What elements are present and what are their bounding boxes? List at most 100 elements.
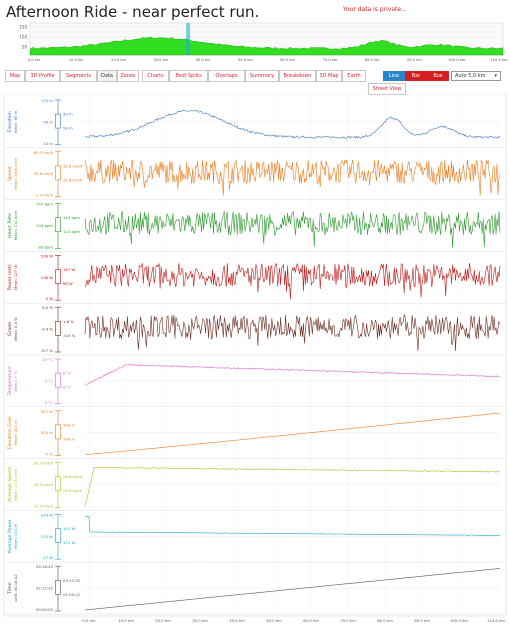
- time-min-value: 00:00:02: [36, 607, 54, 612]
- tab-map[interactable]: Map: [5, 70, 25, 82]
- elevation-min-value: 14 m: [43, 141, 53, 146]
- view-mode-group: Line Bar Box: [383, 71, 449, 81]
- elevation-gain-min-value: 0 m: [46, 452, 54, 457]
- speed-median-value: 28.8 km/h: [34, 171, 54, 176]
- x-axis-tick: 10.0 km: [118, 618, 134, 623]
- elevation-median-value: 56 m: [43, 119, 53, 124]
- x-axis-tick: 100.0 km: [450, 618, 468, 623]
- overview-x-tick: 10.0 km: [69, 58, 84, 62]
- elevation-gain-upper-quartile: 569 m: [63, 422, 75, 427]
- overview-x-tick: 30.0 km: [153, 58, 168, 62]
- heart-rate-quartile-box: [55, 217, 61, 233]
- overview-x-tick: 0.0 km: [28, 58, 41, 62]
- elevation-gain-mean: Mean: 404 m: [13, 420, 18, 445]
- x-axis-tick: 30.0 km: [192, 618, 208, 623]
- speed-lower-quartile: 21.6 km/h: [63, 177, 83, 182]
- heart-rate-mean: Mean: 132 bpm: [13, 210, 18, 240]
- average-power-upper-quartile: 141 W: [63, 526, 75, 531]
- heart-rate-upper-quartile: 142 bpm: [63, 215, 80, 220]
- grade-series-line: [84, 314, 501, 352]
- average-power-lower-quartile: 131 W: [63, 540, 75, 545]
- overview-x-tick: 50.0 km: [238, 58, 253, 62]
- grade-label: Grade: [7, 322, 13, 336]
- temperature-panel[interactable]: Temperature Mean: 7 °C 19 °C 3 °C 7 °C 8 °C 6 …: [4, 357, 506, 408]
- power-series-line: [84, 263, 501, 300]
- overview-selection-marker[interactable]: [186, 23, 191, 55]
- grade-panel[interactable]: Grade Mean: 0.4 % 9.5 % -9.7 % 0.4 % 1.6 % -0.…: [4, 305, 506, 356]
- auto-split-value: Auto 5.0 km: [455, 73, 486, 79]
- box-mode-button[interactable]: Box: [427, 71, 449, 81]
- power-panel[interactable]: Power (est) Mean: 127 W 538 W 0 W 136 W 167 W…: [4, 253, 506, 304]
- heart-rate-median-value: 134 bpm: [36, 223, 53, 228]
- grade-lower-quartile: -0.5 %: [63, 333, 76, 338]
- elevation-gain-panel[interactable]: Elevation Gain Mean: 404 m 817 m 0 m 405 m 56…: [4, 409, 506, 459]
- elevation-gain-label: Elevation Gain: [7, 416, 13, 449]
- data-charts-panel[interactable]: Elevation Mean: 89 m 170 m 14 m 56 m 90 m 54 m…: [0, 94, 509, 640]
- tab-breakdown[interactable]: Breakdown: [279, 70, 316, 82]
- line-mode-button[interactable]: Line: [383, 71, 405, 81]
- bar-mode-button[interactable]: Bar: [405, 71, 427, 81]
- overview-x-tick: 80.0 km: [365, 58, 380, 62]
- tab-summary[interactable]: Summary: [245, 70, 279, 82]
- average-power-quartile-box: [55, 528, 61, 543]
- speed-label: Speed: [7, 166, 13, 180]
- power-label: Power (est): [7, 264, 13, 290]
- elevation-gain-series-line: [84, 412, 501, 455]
- grade-median-value: 0.4 %: [42, 327, 53, 332]
- heart-rate-max-value: 155 bpm: [36, 202, 53, 207]
- average-speed-lower-quartile: 26.6 km/h: [63, 488, 83, 493]
- temperature-min-value: 3 °C: [45, 400, 54, 405]
- x-axis-tick: 20.0 km: [155, 618, 171, 623]
- average-power-panel[interactable]: Average Power Mean: 133 W 244 W 17 W 133 W 14…: [4, 512, 506, 563]
- temperature-quartile-box: [55, 372, 61, 388]
- time-label: Time: [7, 582, 13, 594]
- time-median-value: 02:12:32: [36, 586, 54, 591]
- overview-x-tick: 20.0 km: [111, 58, 126, 62]
- elevation-quartile-box: [55, 113, 61, 129]
- elevation-panel[interactable]: Elevation Mean: 89 m 170 m 14 m 56 m 90 m 54 m: [4, 98, 506, 149]
- average-speed-series-line: [84, 466, 501, 507]
- tab-data[interactable]: Data: [97, 70, 117, 82]
- tab-segments[interactable]: Segments: [60, 70, 97, 82]
- elevation-overview-chart[interactable]: 150 100 50 0.0 km 10.0 km 20.0 km 30.0 km 40.0 …: [0, 20, 509, 70]
- average-power-series-line: [85, 516, 501, 536]
- time-panel[interactable]: Time split: 04:16:42 04:16:42 00:00:02 02:12…: [4, 564, 506, 615]
- heart-rate-panel[interactable]: Heart Rate Mean: 132 bpm 155 bpm 83 bpm 134 …: [4, 202, 506, 252]
- average-speed-panel[interactable]: Average Speed Mean: 27.5 km/h 28.3 km/h 13.…: [4, 461, 506, 511]
- tab-3d-map[interactable]: 3D Map: [316, 70, 342, 82]
- overview-x-tick: 100.0 km: [448, 58, 466, 62]
- auto-split-select[interactable]: Auto 5.0 km ▾: [451, 71, 501, 81]
- x-axis-tick: 60.0 km: [303, 618, 319, 623]
- tab-charts[interactable]: Charts: [142, 70, 169, 82]
- tab-zones[interactable]: Zones: [117, 70, 139, 82]
- power-quartile-box: [55, 269, 61, 284]
- temperature-mean: Mean: 7 °C: [13, 370, 18, 391]
- average-power-mean: Mean: 133 W: [13, 524, 18, 549]
- x-axis-tick: 80.0 km: [377, 618, 393, 623]
- elevation-gain-median-value: 405 m: [41, 430, 53, 435]
- grade-min-value: -9.7 %: [41, 348, 54, 353]
- tab-overlaps[interactable]: Overlaps: [208, 70, 245, 82]
- overview-y-tick: 100: [19, 35, 27, 40]
- time-quartile-box: [55, 580, 61, 595]
- chevron-down-icon: ▾: [494, 73, 497, 79]
- grade-quartile-box: [55, 321, 61, 336]
- tab-3d-profile[interactable]: 3D Profile: [25, 70, 60, 82]
- grade-max-value: 9.5 %: [42, 305, 53, 310]
- power-max-value: 538 W: [41, 253, 53, 258]
- temperature-series-line: [84, 363, 501, 386]
- x-axis-tick: 90.0 km: [414, 618, 430, 623]
- speed-panel[interactable]: Speed Mean: 28.8 km/h 60.3 km/h 0.4 km/h 28.…: [4, 150, 506, 200]
- time-series-line: [84, 568, 501, 611]
- average-speed-max-value: 28.3 km/h: [34, 461, 54, 466]
- heart-rate-min-value: 83 bpm: [38, 244, 53, 249]
- tab-best-splits[interactable]: Best Splits: [169, 70, 208, 82]
- overview-y-tick: 150: [19, 25, 27, 30]
- power-median-value: 136 W: [41, 275, 53, 280]
- tab-earth[interactable]: Earth: [342, 70, 366, 82]
- speed-mean: Mean: 28.8 km/h: [13, 157, 18, 190]
- elevation-upper-quartile: 90 m: [63, 112, 73, 117]
- tab-street-view[interactable]: Street View: [368, 83, 406, 95]
- private-notice[interactable]: Your data is private...: [343, 6, 407, 13]
- overview-x-tick: 90.0 km: [407, 58, 422, 62]
